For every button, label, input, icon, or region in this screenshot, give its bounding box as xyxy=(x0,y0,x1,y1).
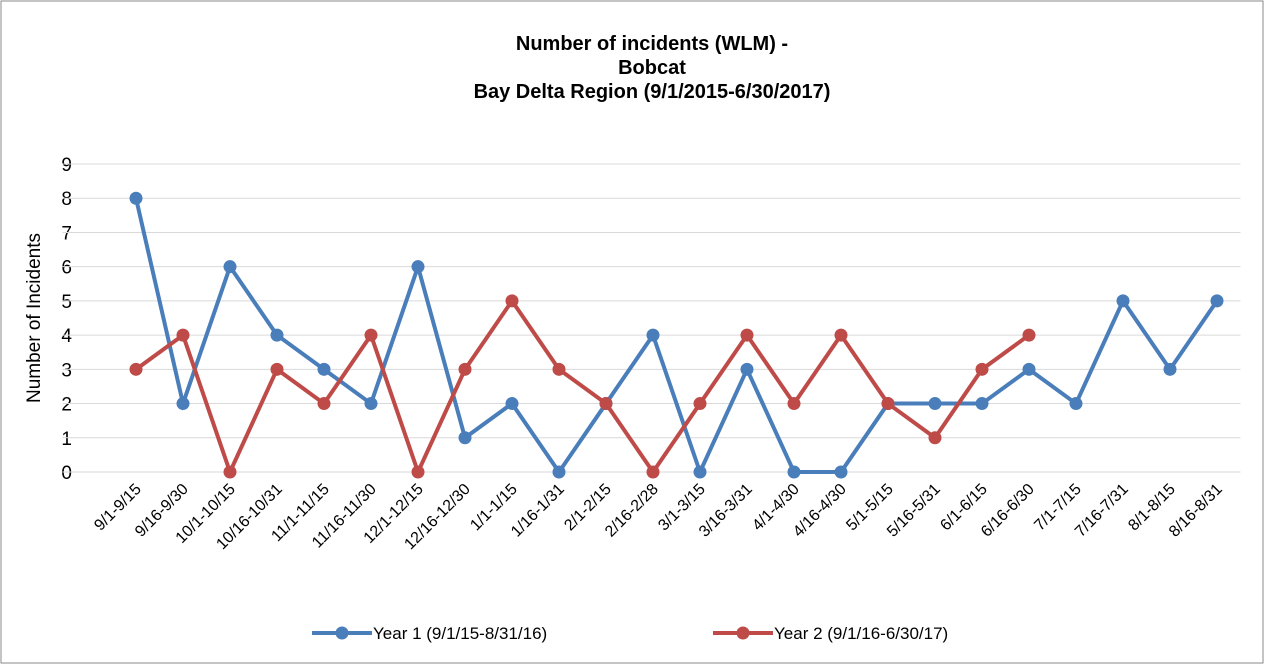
legend-marker xyxy=(736,626,750,640)
data-point xyxy=(1022,328,1036,342)
data-point xyxy=(599,397,613,411)
data-point xyxy=(317,397,331,411)
data-point xyxy=(176,397,190,411)
data-point xyxy=(693,397,707,411)
y-tick-label: 4 xyxy=(61,326,72,347)
data-point xyxy=(223,465,237,479)
chart-title: Number of incidents (WLM) - xyxy=(516,33,788,55)
data-point xyxy=(1069,397,1083,411)
data-point xyxy=(223,260,237,274)
series-line xyxy=(134,297,1031,478)
data-point xyxy=(176,328,190,342)
data-point xyxy=(740,362,754,376)
data-point xyxy=(505,294,519,308)
chart-title: Bobcat xyxy=(618,57,686,79)
y-tick-label: 0 xyxy=(61,463,72,484)
data-point xyxy=(270,362,284,376)
data-point xyxy=(740,328,754,342)
series-line xyxy=(134,197,1219,478)
y-tick-label: 6 xyxy=(61,258,72,279)
data-point xyxy=(975,397,989,411)
data-point xyxy=(787,465,801,479)
data-point xyxy=(317,362,331,376)
legend-marker xyxy=(335,626,349,640)
y-tick-label: 5 xyxy=(61,292,72,313)
data-point xyxy=(270,328,284,342)
data-point xyxy=(834,465,848,479)
chart-title: Bay Delta Region (9/1/2015-6/30/2017) xyxy=(474,81,831,103)
data-point xyxy=(458,362,472,376)
data-point xyxy=(928,431,942,445)
data-point xyxy=(1210,294,1224,308)
data-point xyxy=(364,397,378,411)
y-axis-label: Number of Incidents xyxy=(24,233,45,403)
y-tick-label: 7 xyxy=(61,223,72,244)
data-point xyxy=(552,362,566,376)
data-point xyxy=(1163,362,1177,376)
data-point xyxy=(928,397,942,411)
data-point xyxy=(552,465,566,479)
data-point xyxy=(505,397,519,411)
y-tick-label: 8 xyxy=(61,189,72,210)
legend-label: Year 2 (9/1/16-6/30/17) xyxy=(774,624,948,643)
data-point xyxy=(646,465,660,479)
data-point xyxy=(1022,362,1036,376)
data-point xyxy=(881,397,895,411)
y-tick-label: 2 xyxy=(61,395,72,416)
data-point xyxy=(129,362,143,376)
data-point xyxy=(364,328,378,342)
y-tick-label: 9 xyxy=(61,155,72,176)
data-point xyxy=(458,431,472,445)
data-point xyxy=(646,328,660,342)
data-point xyxy=(787,397,801,411)
data-point xyxy=(411,260,425,274)
data-point xyxy=(1116,294,1130,308)
data-point xyxy=(693,465,707,479)
legend-label: Year 1 (9/1/15-8/31/16) xyxy=(373,624,547,643)
data-point xyxy=(975,362,989,376)
y-tick-label: 3 xyxy=(61,360,72,381)
data-point xyxy=(834,328,848,342)
data-point xyxy=(129,191,143,205)
data-point xyxy=(411,465,425,479)
y-tick-label: 1 xyxy=(61,429,72,450)
